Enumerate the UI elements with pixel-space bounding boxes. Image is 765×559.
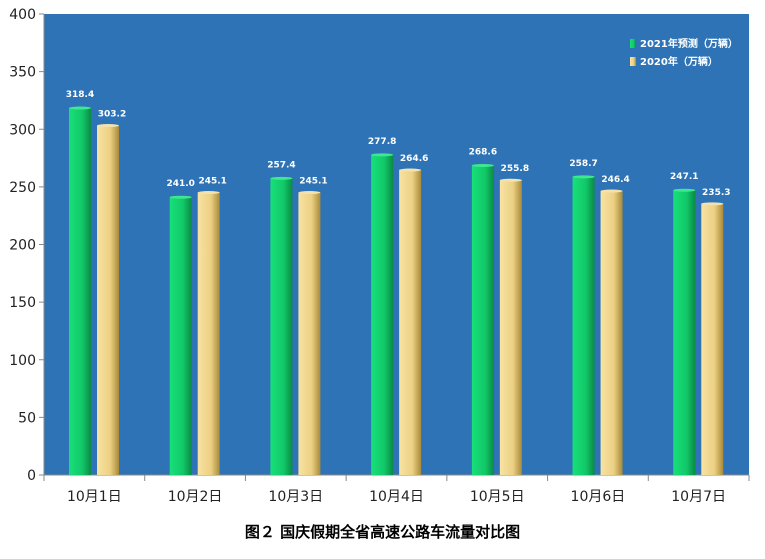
- data-label: 268.6: [469, 147, 497, 157]
- bar-2021: [270, 178, 293, 475]
- bar-top: [399, 168, 422, 172]
- data-label: 257.4: [267, 160, 295, 170]
- legend-swatch: [630, 57, 636, 66]
- bar-top: [298, 191, 321, 195]
- data-label: 258.7: [569, 159, 597, 169]
- bar-2021: [169, 197, 192, 475]
- y-tick-label: 100: [9, 353, 36, 369]
- bar-2021: [673, 190, 696, 475]
- y-tick-label: 300: [9, 122, 36, 138]
- x-tick-label: 10月4日: [369, 489, 424, 505]
- bar-top: [701, 202, 724, 206]
- x-tick-label: 10月5日: [470, 489, 525, 505]
- bar-2020: [298, 192, 321, 475]
- y-tick-label: 150: [9, 295, 36, 311]
- y-tick-label: 0: [27, 468, 36, 484]
- bar-top: [270, 176, 293, 180]
- data-label: 318.4: [66, 90, 94, 100]
- bar-top: [97, 124, 119, 128]
- bar-2021: [471, 165, 494, 475]
- data-label: 246.4: [601, 175, 629, 185]
- bar-2020: [499, 180, 522, 476]
- bar-top: [499, 178, 522, 182]
- bar-chart: 0 50 100 150 200 250 300 350 400 10月1日 318.4 303.2 1…: [9, 7, 750, 505]
- legend-swatch: [630, 39, 636, 48]
- data-label: 264.6: [400, 154, 428, 164]
- bar-2020: [600, 191, 623, 476]
- data-label: 303.2: [98, 110, 126, 120]
- bar-2021: [371, 154, 394, 475]
- bar-top: [69, 106, 91, 110]
- bar-top: [169, 195, 192, 199]
- y-tick-label: 50: [18, 410, 36, 426]
- bar-top: [371, 153, 394, 157]
- bar-2021: [69, 108, 91, 475]
- data-label: 247.1: [670, 172, 698, 182]
- data-label: 277.8: [368, 137, 396, 147]
- bar-2020: [399, 170, 422, 475]
- x-tick-label: 10月2日: [168, 489, 223, 505]
- figure-caption: 图２ 国庆假期全省高速公路车流量对比图: [244, 523, 521, 541]
- bar-2020: [701, 203, 724, 475]
- bar-top: [673, 188, 696, 192]
- y-tick-label: 250: [9, 180, 36, 196]
- data-label: 245.1: [299, 177, 327, 187]
- data-label: 245.1: [198, 177, 226, 187]
- bar-2021: [572, 176, 595, 475]
- legend-label: 2021年预测（万辆）: [640, 37, 738, 50]
- bar-top: [572, 175, 595, 179]
- data-label: 255.8: [501, 164, 529, 174]
- y-tick-label: 350: [9, 65, 36, 81]
- x-tick-label: 10月7日: [671, 489, 726, 505]
- bar-2020: [197, 192, 220, 475]
- x-tick-label: 10月6日: [571, 489, 626, 505]
- y-tick-label: 400: [9, 7, 36, 23]
- y-tick-label: 200: [9, 238, 36, 254]
- bar-top: [471, 163, 494, 167]
- bar-2020: [97, 125, 119, 475]
- bar-top: [197, 191, 220, 195]
- data-label: 241.0: [166, 179, 194, 189]
- data-label: 235.3: [702, 188, 730, 198]
- plot-area: [44, 14, 749, 475]
- x-tick-label: 10月1日: [67, 489, 122, 505]
- bar-top: [600, 189, 623, 193]
- legend-label: 2020年（万辆）: [640, 55, 718, 68]
- x-tick-label: 10月3日: [268, 489, 323, 505]
